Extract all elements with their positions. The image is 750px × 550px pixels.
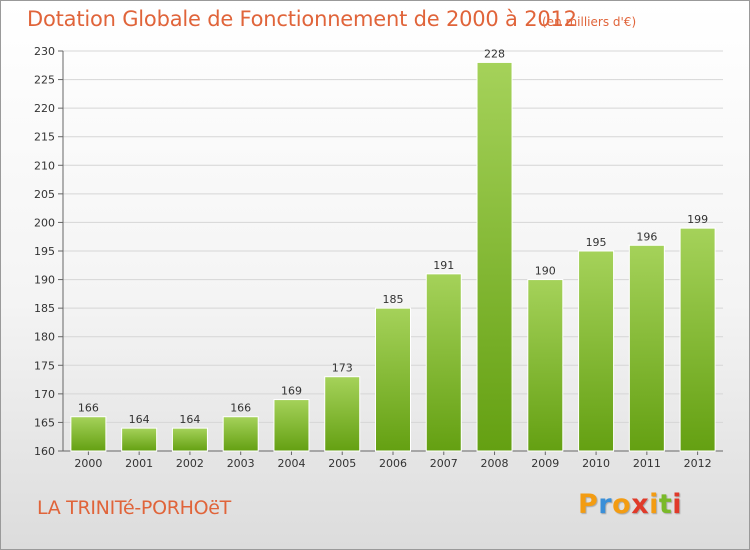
bar (628, 244, 665, 452)
x-tick-label: 2009 (531, 457, 559, 470)
logo-letter: r (598, 489, 613, 520)
value-label: 164 (129, 413, 150, 426)
bar (679, 227, 716, 452)
value-label: 228 (484, 47, 505, 60)
y-tick-label: 230 (34, 45, 55, 58)
bar (476, 61, 513, 452)
y-tick-label: 160 (34, 445, 55, 458)
labels: 160 165 170 175 180 185 190 195 200 205 210 215 220 2… (34, 45, 712, 470)
value-label: 195 (586, 236, 607, 249)
logo-letter: P (578, 489, 599, 520)
value-label: 190 (535, 265, 556, 278)
bar (171, 427, 208, 452)
value-label: 196 (636, 230, 657, 243)
logo-letter: i (649, 489, 659, 520)
x-tick-label: 2003 (227, 457, 255, 470)
x-tick-label: 2004 (277, 457, 305, 470)
y-tick-label: 210 (34, 159, 55, 172)
bar (324, 376, 361, 452)
x-tick-label: 2008 (481, 457, 509, 470)
x-tick-label: 2012 (684, 457, 712, 470)
x-tick-label: 2007 (430, 457, 458, 470)
y-tick-label: 175 (34, 359, 55, 372)
value-label: 185 (383, 293, 404, 306)
chart-title: Dotation Globale de Fonctionnement de 20… (27, 7, 577, 31)
logo-letter: o (612, 489, 632, 520)
y-tick-label: 215 (34, 131, 55, 144)
value-label: 169 (281, 385, 302, 398)
y-tick-label: 195 (34, 245, 55, 258)
y-tick-label: 190 (34, 274, 55, 287)
y-tick-label: 185 (34, 302, 55, 315)
logo-letter: x (631, 489, 650, 520)
bar (425, 273, 462, 452)
bar (121, 427, 158, 452)
value-label: 166 (230, 402, 251, 415)
x-tick-label: 2006 (379, 457, 407, 470)
bar (70, 416, 107, 452)
bar (527, 279, 564, 452)
x-tick-label: 2000 (74, 457, 102, 470)
bars (70, 61, 716, 452)
x-tick-label: 2002 (176, 457, 204, 470)
x-tick-label: 2011 (633, 457, 661, 470)
value-label: 173 (332, 362, 353, 375)
bar (222, 416, 259, 452)
value-label: 199 (687, 213, 708, 226)
y-tick-label: 165 (34, 416, 55, 429)
proxiti-logo[interactable]: Proxiti (578, 489, 682, 520)
x-tick-label: 2010 (582, 457, 610, 470)
bar (375, 307, 411, 452)
bar (273, 399, 310, 452)
bar (578, 250, 615, 452)
value-label: 164 (179, 413, 200, 426)
y-tick-label: 200 (34, 216, 55, 229)
value-label: 191 (433, 259, 454, 272)
y-tick-label: 220 (34, 102, 55, 115)
x-tick-label: 2001 (125, 457, 153, 470)
logo-letter: i (672, 489, 683, 520)
commune-name: LA TRINITé-PORHOëT (37, 497, 231, 519)
x-tick-label: 2005 (328, 457, 356, 470)
y-tick-label: 170 (34, 388, 55, 401)
logo-letter: t (658, 489, 673, 520)
value-label: 166 (78, 402, 99, 415)
chart-unit-note: (en milliers d'€) (542, 15, 637, 29)
y-tick-label: 180 (34, 331, 55, 344)
y-tick-label: 225 (34, 74, 55, 87)
y-tick-label: 205 (34, 188, 55, 201)
